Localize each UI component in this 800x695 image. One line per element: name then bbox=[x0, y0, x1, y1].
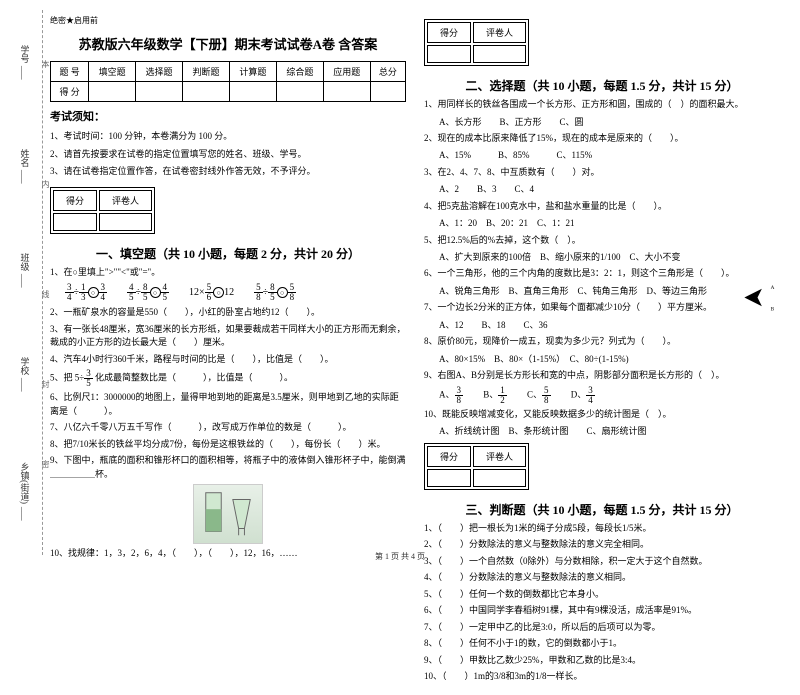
s3-q2: 2、（ ）分数除法的意义与整数除法的意义完全相同。 bbox=[424, 538, 780, 552]
s1-q5: 5、把 5÷35 化成最简整数比是（ ），比值是（ ）。 bbox=[50, 369, 406, 388]
s1-q2: 2、一瓶矿泉水的容量是550（ ），小红的卧室占地约12（ ）。 bbox=[50, 306, 406, 320]
bottle-image bbox=[193, 484, 263, 544]
s2-q1o: A、长方形 B、正方形 C、圆 bbox=[439, 115, 780, 129]
s2-q7o: A、12 B、18 C、36 bbox=[439, 318, 780, 332]
mark-nei: 内 bbox=[40, 180, 51, 188]
s2-q8: 8、原价80元，现降价一成五，现卖为多少元？列式为（ ）。 bbox=[424, 335, 780, 349]
sidebar-class: 班级___ bbox=[19, 253, 32, 288]
mark-xian: 本 bbox=[40, 60, 51, 68]
s3-q1: 1、（ ）把一根长为1米的绳子分成5段，每段长1/5米。 bbox=[424, 522, 780, 536]
sidebar-studentid: 学号___ bbox=[19, 45, 32, 80]
secret-tag: 绝密★启用前 bbox=[50, 15, 406, 26]
left-column: 绝密★启用前 苏教版六年级数学【下册】期末考试试卷A卷 含答案 题 号填空题选择… bbox=[50, 15, 406, 687]
s2-q3o: A、2 B、3 C、4 bbox=[439, 182, 780, 196]
right-column: 得分评卷人 二、选择题（共 10 小题，每题 1.5 分，共计 15 分） 1、… bbox=[424, 15, 780, 687]
notice-3: 3、请在试卷指定位置作答，在试卷密封线外作答无效，不予评分。 bbox=[50, 165, 406, 179]
s1-q7: 7、八亿六千零八万五千写作（ ），改写成万作单位的数是（ ）。 bbox=[50, 421, 406, 435]
s1-q9: 9、下图中，瓶底的面积和锥形杯口的面积相等，将瓶子中的液体倒入锥形杯子中，能倒满… bbox=[50, 454, 406, 481]
page-content: 绝密★启用前 苏教版六年级数学【下册】期末考试试卷A卷 含答案 题 号填空题选择… bbox=[0, 0, 800, 695]
sidebar-school: 学校___ bbox=[19, 357, 32, 392]
binding-sidebar: 学号___ 姓名___ 班级___ 学校___ 乡镇(街道)___ bbox=[8, 10, 43, 555]
grader-box-1: 得分评卷人 bbox=[50, 187, 155, 234]
section1-title: 一、填空题（共 10 小题，每题 2 分，共计 20 分） bbox=[50, 245, 406, 262]
mark-feng: 封 bbox=[40, 380, 51, 388]
s3-q4: 4、（ ）分数除法的意义与整数除法的意义相同。 bbox=[424, 571, 780, 585]
s1-q1: 1、在○里填上">""<"或"="。 bbox=[50, 266, 406, 280]
sidebar-town: 乡镇(街道)___ bbox=[19, 462, 32, 521]
s2-q3: 3、在2、4、7、8、中互质数有（ ）对。 bbox=[424, 166, 780, 180]
s2-q10o: A、折线统计图 B、条形统计图 C、扇形统计图 bbox=[439, 424, 780, 438]
s2-q8o: A、80×15% B、80×（1-15%） C、80÷(1-15%) bbox=[439, 352, 780, 366]
score-table: 题 号填空题选择题判断题计算题综合题应用题总分 得 分 bbox=[50, 61, 406, 102]
section3-title: 三、判断题（共 10 小题，每题 1.5 分，共计 15 分） bbox=[424, 501, 780, 518]
s1-q6: 6、比例尺1：3000000的地图上，量得甲地到地的距离是3.5厘米，则甲地到乙… bbox=[50, 391, 406, 418]
s1-q8: 8、把7/10米长的铁丝平均分成7份，每份是这根铁丝的（ ），每份长（ ）米。 bbox=[50, 438, 406, 452]
s2-q9: 9、右图A、B分别是长方形长和宽的中点，阴影部分面积是长方形的（ ）。 bbox=[424, 369, 780, 383]
sidebar-name: 姓名___ bbox=[19, 149, 32, 184]
s2-q6: 6、一个三角形，他的三个内角的度数比是3：2：1，则这个三角形是（ ）。 bbox=[424, 267, 780, 281]
s2-q2: 2、现在的成本比原来降低了15%，现在的成本是原来的（ ）。 bbox=[424, 132, 780, 146]
s2-q2o: A、15% B、85% C、115% bbox=[439, 148, 780, 162]
s2-q9-opts: A、38 B、12 C、58 D、34 bbox=[439, 386, 780, 405]
s1-q3: 3、有一张长48厘米，宽36厘米的长方形纸，如果要裁成若干同样大小的正方形而无剩… bbox=[50, 323, 406, 350]
svg-text:B: B bbox=[771, 307, 775, 313]
s2-q6o: A、锐角三角形 B、直角三角形 C、钝角三角形 D、等边三角形 bbox=[439, 284, 780, 298]
s2-q5: 5、把12.5%后的%去掉，这个数（ ）。 bbox=[424, 234, 780, 248]
page-footer: 第 1 页 共 4 页 bbox=[0, 551, 800, 562]
grader-box-2: 得分评卷人 bbox=[424, 19, 529, 66]
compass-icon: AB bbox=[740, 280, 775, 315]
grader-box-3: 得分评卷人 bbox=[424, 443, 529, 490]
s3-q10: 10、（ ）1m的3/8和3m的1/8一样长。 bbox=[424, 670, 780, 684]
s3-q5: 5、（ ）任何一个数的倒数都比它本身小。 bbox=[424, 588, 780, 602]
notice-title: 考试须知： bbox=[50, 108, 406, 124]
svg-text:A: A bbox=[771, 285, 775, 291]
mark-line: 线 bbox=[40, 290, 51, 298]
s2-q5o: A、扩大到原来的100倍 B、缩小原来的1/100 C、大小不变 bbox=[439, 250, 780, 264]
s2-q7: 7、一个边长2分米的正方体，如果每个面都减少10分（ ）平方厘米。 bbox=[424, 301, 780, 315]
s1-q4: 4、汽车4小时行360千米，路程与时间的比是（ ），比值是（ ）。 bbox=[50, 353, 406, 367]
s3-q7: 7、（ ）一定甲中乙的比是3:0，所以后的后项可以为零。 bbox=[424, 621, 780, 635]
notice-1: 1、考试时间：100 分钟，本卷满分为 100 分。 bbox=[50, 130, 406, 144]
s2-q10: 10、既能反映增减变化，又能反映数据多少的统计图是（ ）。 bbox=[424, 408, 780, 422]
s3-q9: 9、（ ）甲数比乙数少25%，甲数和乙数的比是3:4。 bbox=[424, 654, 780, 668]
s3-q8: 8、（ ）任何不小于1的数，它的倒数都小于1。 bbox=[424, 637, 780, 651]
s2-q4: 4、把5克盐溶解在100克水中，盐和盐水重量的比是（ ）。 bbox=[424, 200, 780, 214]
s2-q1: 1、用同样长的铁丝各围成一个长方形、正方形和圆，围成的（ ）的面积最大。 bbox=[424, 98, 780, 112]
notice-2: 2、请首先按要求在试卷的指定位置填写您的姓名、班级、学号。 bbox=[50, 148, 406, 162]
mark-mi: 密 bbox=[40, 460, 51, 468]
s2-q4o: A、1：20 B、20：21 C、1：21 bbox=[439, 216, 780, 230]
s3-q6: 6、（ ）中国同学李春稻树91棵，其中有9棵没活，成活率是91%。 bbox=[424, 604, 780, 618]
exam-title: 苏教版六年级数学【下册】期末考试试卷A卷 含答案 bbox=[50, 34, 406, 53]
section2-title: 二、选择题（共 10 小题，每题 1.5 分，共计 15 分） bbox=[424, 77, 780, 94]
fraction-row: 34÷13○34 45÷85○45 12×56○12 58÷85○58 bbox=[65, 283, 406, 302]
